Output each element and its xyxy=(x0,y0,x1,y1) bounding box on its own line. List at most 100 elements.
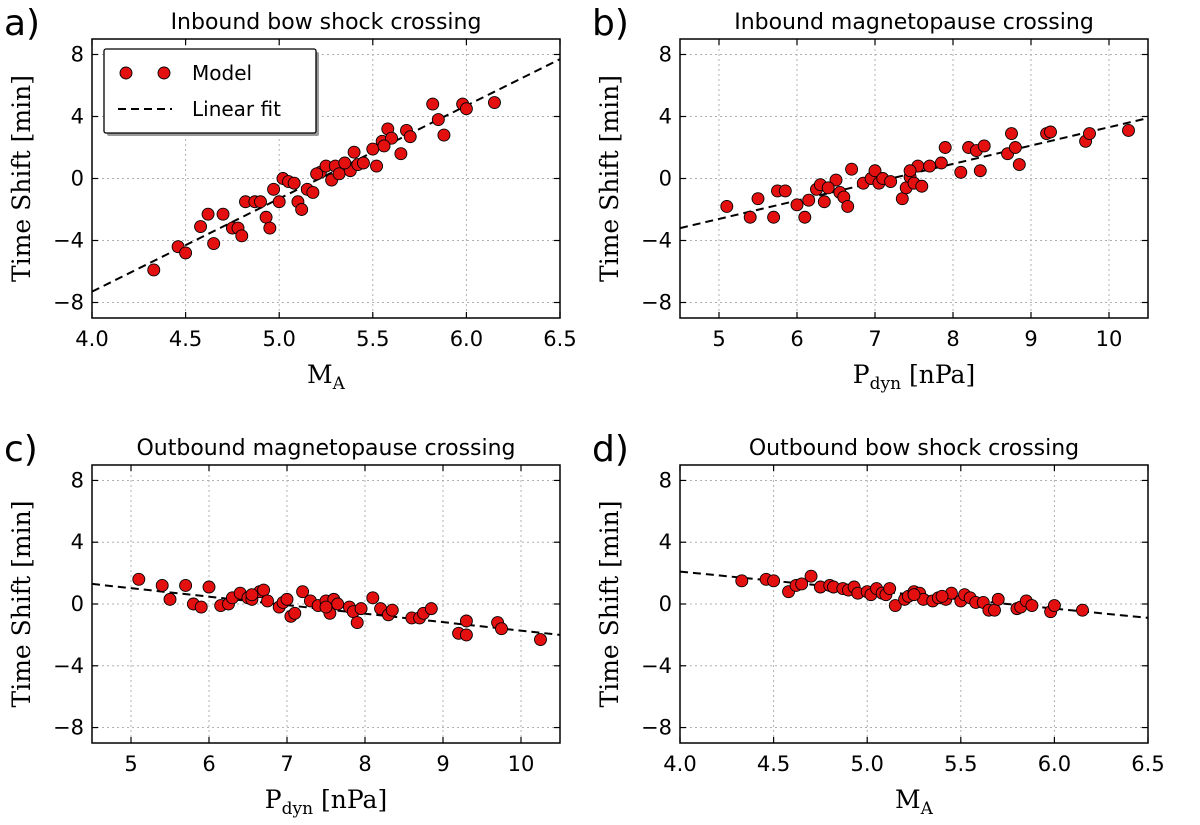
y-axis-label: Time Shift [min] xyxy=(595,75,624,282)
x-tick-label: 5.0 xyxy=(850,752,883,776)
x-tick-label: 10 xyxy=(508,752,535,776)
data-point xyxy=(179,246,193,260)
x-tick-label: 6.0 xyxy=(1038,752,1071,776)
data-point xyxy=(767,574,781,588)
data-point xyxy=(147,263,161,277)
data-point xyxy=(907,588,921,602)
y-tick-label: −4 xyxy=(641,229,672,253)
data-point xyxy=(895,192,909,206)
data-point xyxy=(261,594,274,608)
data-point xyxy=(991,592,1005,606)
data-point xyxy=(426,97,440,111)
data-point xyxy=(720,199,734,213)
x-tick-label: 6.0 xyxy=(450,327,483,351)
data-point xyxy=(817,195,831,209)
y-axis-label-unit: [min] xyxy=(595,501,624,568)
data-point xyxy=(194,600,208,614)
x-tick-label: 7 xyxy=(868,327,881,351)
data-point xyxy=(935,589,949,603)
data-point xyxy=(132,572,146,586)
y-tick-label: −8 xyxy=(53,291,84,315)
data-point xyxy=(1044,125,1057,139)
data-point xyxy=(263,221,277,235)
data-point xyxy=(202,580,216,594)
y-tick-label: 4 xyxy=(659,530,672,554)
x-tick-label: 8 xyxy=(358,752,371,776)
data-point xyxy=(988,603,1001,617)
chart-panel-4: 4.0 4.5 5.0 5.5 6.0 6.5 −8 −4 0 4 8 d) Outbound bow … xyxy=(592,429,1165,819)
panel-title: Outbound bow shock crossing xyxy=(749,436,1079,461)
y-tick-label: 0 xyxy=(659,167,672,191)
data-point xyxy=(977,139,991,153)
y-axis-label-main: Time Shift xyxy=(7,568,36,708)
data-point xyxy=(306,185,320,199)
data-point xyxy=(194,220,208,234)
x-tick-label: 10 xyxy=(1096,327,1123,351)
y-axis-label-unit: [min] xyxy=(7,501,36,568)
x-tick-label: 5.0 xyxy=(262,327,295,351)
data-point xyxy=(257,583,271,597)
data-point xyxy=(267,182,281,196)
chart-panel-1: 4.0 4.5 5.0 5.5 6.0 6.5 −8 −4 0 4 8 a) Inbound bow s… xyxy=(4,3,577,394)
data-point xyxy=(821,181,835,195)
y-tick-label: 4 xyxy=(71,105,84,129)
x-axis-label-unit: [nPa] xyxy=(901,360,975,389)
data-point xyxy=(790,198,804,212)
chart-panel-3: 5 6 7 8 9 10 −8 −4 0 4 8 c) Outbound magnetopause cr… xyxy=(4,429,561,819)
panel-title: Outbound magnetopause crossing xyxy=(136,436,515,461)
y-axis-label-unit: [min] xyxy=(7,75,36,142)
y-axis-label: Time Shift [min] xyxy=(595,501,624,708)
x-axis-label-main: P xyxy=(853,360,870,389)
data-point xyxy=(751,192,765,206)
data-point xyxy=(459,102,473,116)
data-points xyxy=(720,123,1135,224)
x-axis-label-subscript: A xyxy=(332,374,346,394)
data-point xyxy=(280,592,294,606)
data-point xyxy=(179,579,193,592)
y-tick-label: 8 xyxy=(659,468,672,492)
data-point xyxy=(1076,603,1089,617)
x-tick-label: 6 xyxy=(790,327,803,351)
x-axis-label-subscript: dyn xyxy=(870,374,901,394)
panel-letter: d) xyxy=(592,429,629,470)
y-tick-label: 0 xyxy=(71,167,84,191)
legend-box xyxy=(103,48,317,134)
data-point xyxy=(903,164,917,178)
x-axis-label-main: P xyxy=(265,785,282,814)
y-axis-label-main: Time Shift xyxy=(7,142,36,282)
data-point xyxy=(254,195,267,209)
data-point xyxy=(735,574,749,588)
x-axis-label-subscript: dyn xyxy=(282,799,313,819)
data-point xyxy=(954,165,968,179)
data-point xyxy=(868,164,882,178)
data-point xyxy=(163,592,177,606)
x-axis-label-unit: [nPa] xyxy=(313,785,387,814)
x-tick-label: 7 xyxy=(280,752,293,776)
panel-letter: b) xyxy=(592,3,629,44)
x-tick-label: 5.5 xyxy=(356,327,389,351)
x-tick-label: 6 xyxy=(202,752,215,776)
y-tick-label: −8 xyxy=(641,291,672,315)
data-point xyxy=(495,622,508,636)
data-point xyxy=(350,616,364,629)
legend-marker xyxy=(119,66,133,80)
data-point xyxy=(488,96,501,110)
data-point xyxy=(259,210,273,224)
panels: 4.0 4.5 5.0 5.5 6.0 6.5 −8 −4 0 4 8 a) Inbound bow s… xyxy=(4,3,1165,819)
legend-fit-label: Linear fit xyxy=(192,97,281,121)
data-point xyxy=(245,588,259,602)
data-point xyxy=(841,199,855,213)
data-point xyxy=(459,614,473,628)
y-tick-label: −8 xyxy=(641,716,672,740)
data-point xyxy=(207,237,221,251)
data-point xyxy=(331,597,345,611)
data-point xyxy=(798,210,812,224)
data-point xyxy=(295,203,309,216)
x-tick-label: 4.0 xyxy=(75,327,108,351)
y-axis-label-main: Time Shift xyxy=(595,142,624,282)
y-tick-label: −8 xyxy=(53,716,84,740)
x-axis-label-main: M xyxy=(307,360,333,389)
panel-title: Inbound bow shock crossing xyxy=(171,10,482,35)
x-tick-label: 5 xyxy=(124,752,137,776)
